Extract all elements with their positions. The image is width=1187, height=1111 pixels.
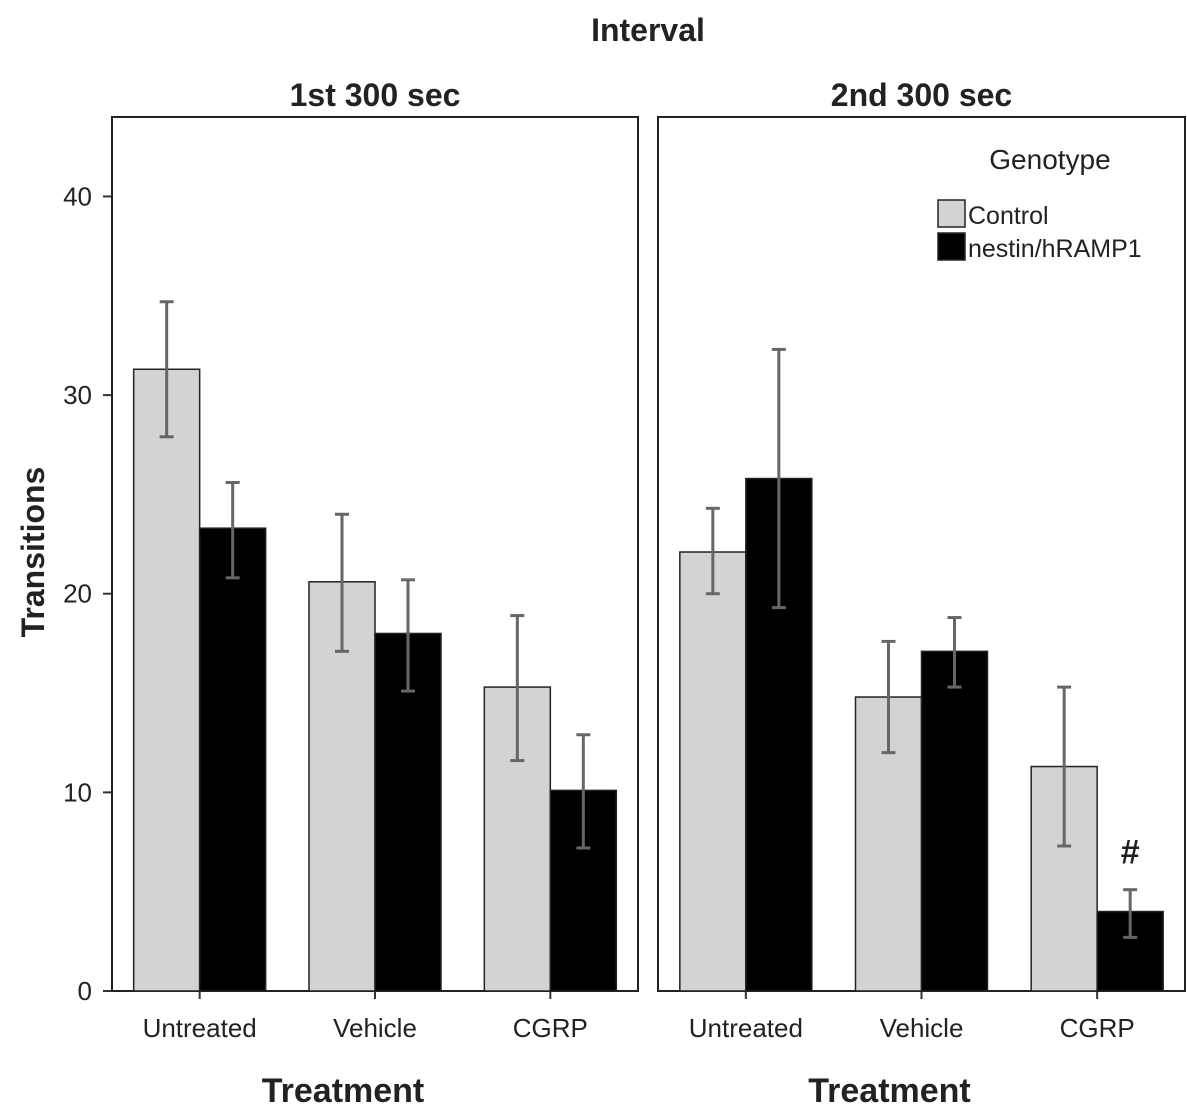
x-tick-label: Vehicle xyxy=(880,1013,964,1043)
chart-panels: 1st 300 sec Untreated Vehicle CGRP Treatment… xyxy=(112,77,1185,1110)
y-axis: 0 10 20 30 40 xyxy=(63,181,112,1006)
panel-title: 1st 300 sec xyxy=(290,77,461,113)
x-axis-label: Treatment xyxy=(262,1072,425,1110)
x-axis-label: Treatment xyxy=(808,1072,971,1110)
panel-title: 2nd 300 sec xyxy=(831,77,1012,113)
legend-label: nestin/hRAMP1 xyxy=(968,235,1142,263)
legend-swatch xyxy=(938,233,965,260)
x-tick-label: Untreated xyxy=(143,1013,257,1043)
x-tick-label: Untreated xyxy=(689,1013,803,1043)
x-tick-label: CGRP xyxy=(513,1013,588,1043)
bar-nestin-hramp1 xyxy=(200,528,266,991)
legend: Genotype Control nestin/hRAMP1 xyxy=(938,144,1142,263)
y-tick-label: 0 xyxy=(78,976,92,1006)
significance-marker: # xyxy=(1121,834,1140,872)
y-axis-label: Transitions xyxy=(15,467,51,638)
y-tick-label: 10 xyxy=(63,777,92,807)
y-tick-label: 20 xyxy=(63,579,92,609)
bar-control xyxy=(680,552,746,991)
legend-label: Control xyxy=(968,202,1049,230)
chart-title: Interval xyxy=(591,12,705,48)
x-tick-label: CGRP xyxy=(1060,1013,1135,1043)
legend-swatch xyxy=(938,200,965,227)
y-tick-label: 30 xyxy=(63,380,92,410)
bar-control xyxy=(134,369,200,991)
panel-2: 2nd 300 sec Untreated Vehicle CGRP # Treatmen… xyxy=(658,77,1185,1110)
x-tick-label: Vehicle xyxy=(333,1013,417,1043)
panel-1: 1st 300 sec Untreated Vehicle CGRP Treatment xyxy=(112,77,638,1110)
legend-title: Genotype xyxy=(989,144,1110,175)
y-tick-label: 40 xyxy=(63,181,92,211)
bar-nestin-hramp1 xyxy=(922,651,988,991)
